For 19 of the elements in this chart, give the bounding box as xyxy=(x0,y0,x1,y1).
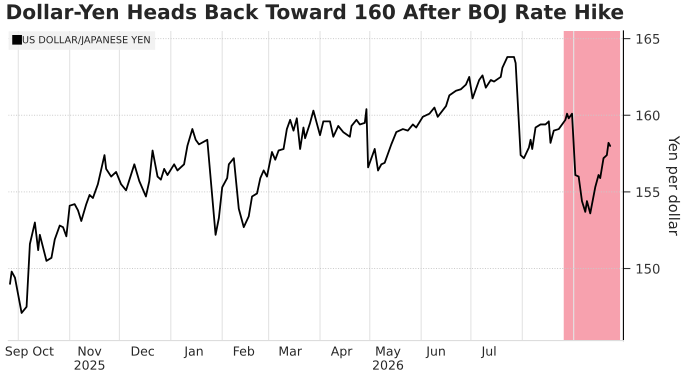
y-tick-label: 150 xyxy=(636,264,660,274)
x-tick-label: Jun xyxy=(426,346,445,358)
x-tick-label: Jul xyxy=(480,346,496,358)
x-tick-label: Sep xyxy=(6,346,28,358)
x-tick-label: Jan xyxy=(184,346,203,358)
x-tick-label: May 2026 xyxy=(373,346,404,370)
y-tick-label: 155 xyxy=(636,187,660,198)
chart-title: Dollar-Yen Heads Back Toward 160 After BOJ Rate Hike xyxy=(7,4,624,24)
y-axis-title: Yen per dollar xyxy=(666,136,680,236)
legend-label: US DOLLAR/JAPANESE YEN xyxy=(22,36,150,46)
line-series xyxy=(9,56,612,314)
y-tick-label: 165 xyxy=(636,34,660,44)
x-tick-label: Nov 2025 xyxy=(74,346,104,370)
x-tick-label: Oct xyxy=(33,346,54,356)
x-tick-label: Feb xyxy=(234,346,254,356)
y-tick-label: 160 xyxy=(636,110,660,120)
x-tick-label: Mar xyxy=(280,346,302,356)
x-tick-label: Apr xyxy=(330,346,352,358)
x-tick-label: Dec xyxy=(132,346,154,356)
